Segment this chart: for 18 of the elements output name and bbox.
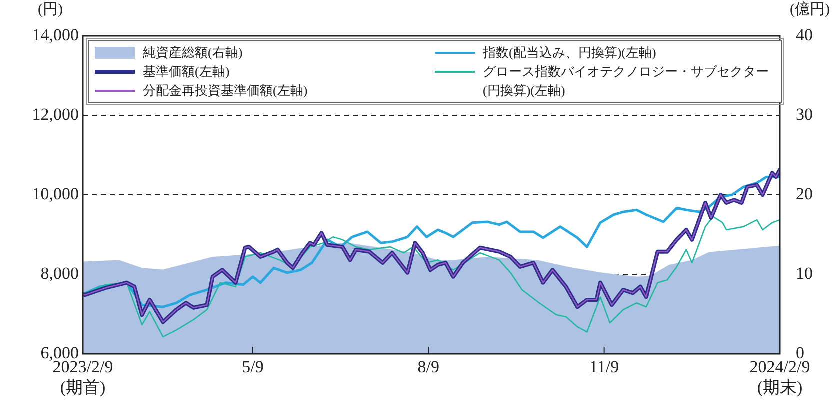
y2-tick-label: 40: [796, 25, 813, 44]
y2-tick-label: 20: [796, 184, 813, 204]
y-axis-title: (円): [38, 1, 63, 19]
y-tick-label: 10,000: [32, 184, 79, 204]
x-tick-label: 11/9: [590, 358, 620, 377]
y-tick-label: 14,000: [32, 25, 79, 44]
legend-label: 純資産総額(右軸): [143, 44, 243, 62]
legend-label: 基準価額(左軸): [143, 63, 230, 81]
legend-label: 指数(配当込み、円換算)(左軸): [483, 44, 656, 62]
x-tick-label: 5/9: [242, 358, 264, 377]
y2-tick-label: 30: [796, 104, 813, 124]
y2-axis-title: (億円): [790, 0, 830, 19]
y-tick-label: 8,000: [40, 264, 79, 283]
legend-label: グロース指数バイオテクノロジー・サブセクター(円換算)(左軸): [483, 63, 770, 100]
legend-label: 分配金再投資基準価額(左軸): [143, 82, 308, 100]
y-tick-label: 12,000: [32, 104, 79, 124]
x-tick-label: 8/9: [418, 358, 440, 377]
y2-tick-label: 10: [796, 264, 813, 283]
